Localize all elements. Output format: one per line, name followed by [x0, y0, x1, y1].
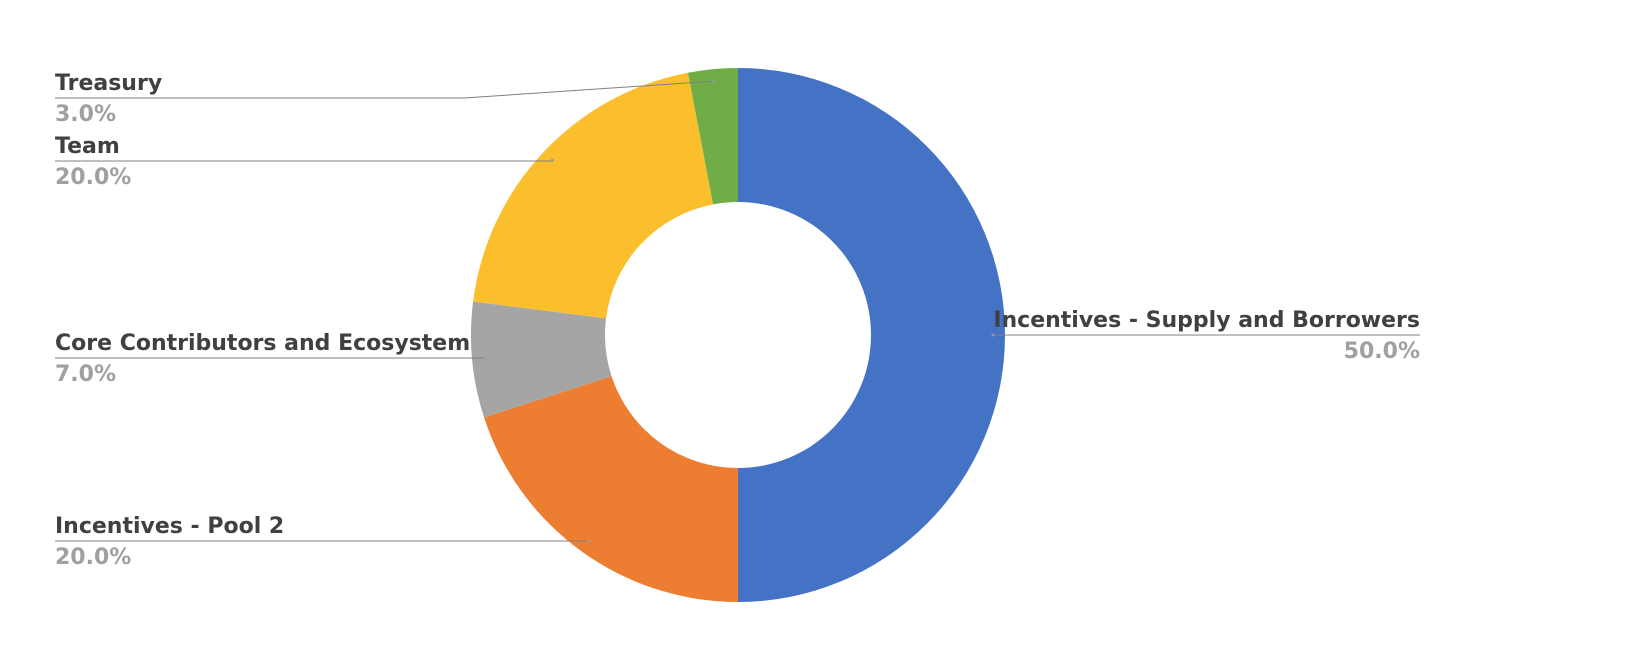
donut-slice: [687, 68, 738, 205]
slice-value-label: 50.0%: [1344, 339, 1420, 364]
slice-label: Core Contributors and Ecosystem: [55, 331, 470, 356]
leader-dot: [712, 79, 716, 83]
slice-label: Treasury: [55, 71, 162, 96]
slice-label: Incentives - Pool 2: [55, 514, 284, 539]
donut-slice: [738, 68, 1005, 602]
leader-dot: [586, 539, 590, 543]
leader-dot: [482, 357, 486, 361]
donut-slice: [473, 72, 714, 319]
slice-label: Incentives - Supply and Borrowers: [993, 308, 1420, 333]
donut-slice: [484, 376, 738, 602]
slice-value-label: 3.0%: [55, 102, 116, 127]
leader-line: [55, 160, 553, 162]
leader-dot: [991, 333, 995, 337]
slice-value-label: 20.0%: [55, 545, 131, 570]
donut-slice: [470, 301, 612, 418]
leader-line: [55, 80, 715, 99]
slice-label: Team: [55, 134, 120, 159]
leader-line: [55, 357, 485, 359]
slice-value-label: 7.0%: [55, 362, 116, 387]
leader-dot: [550, 158, 554, 162]
slice-value-label: 20.0%: [55, 165, 131, 190]
